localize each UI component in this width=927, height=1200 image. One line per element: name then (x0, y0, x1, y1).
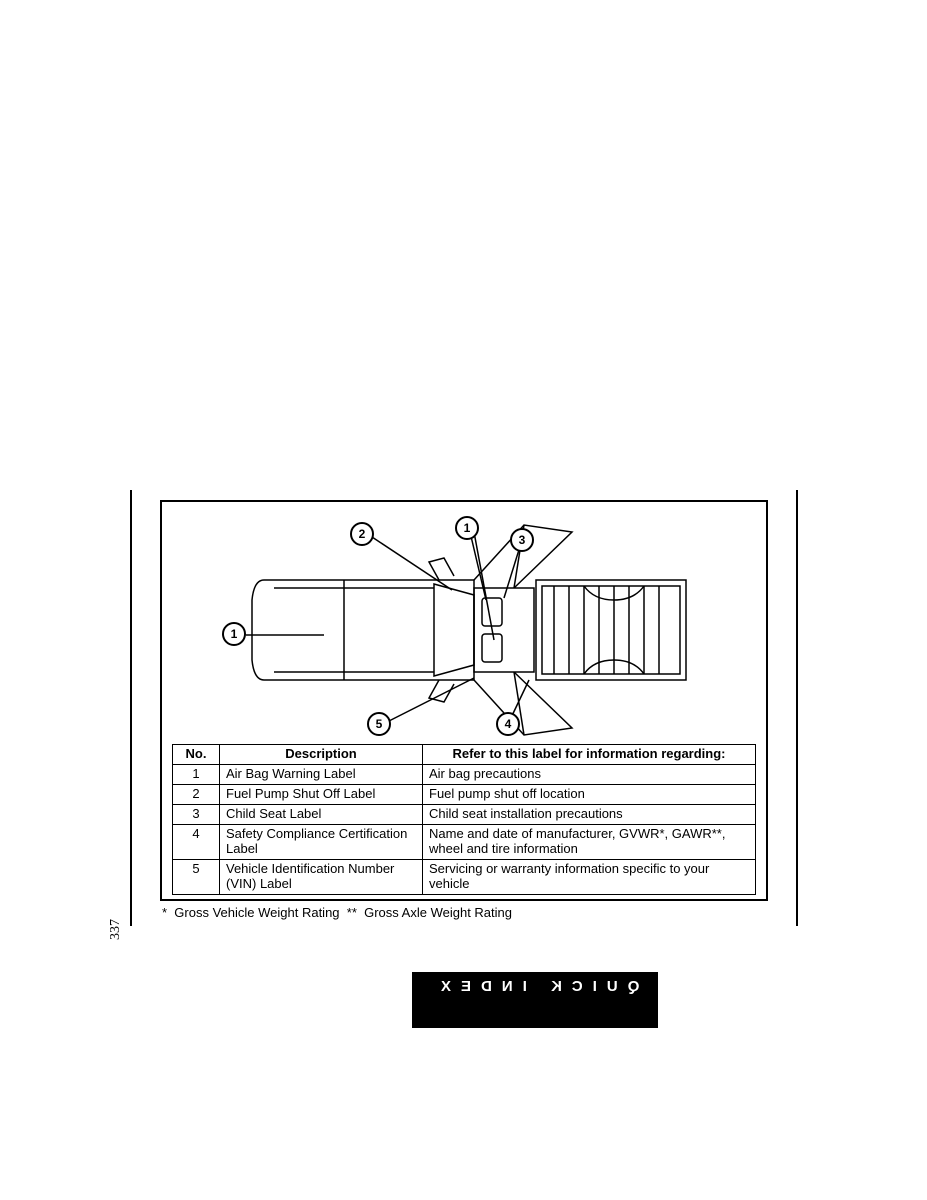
footnote-gvwr: Gross Vehicle Weight Rating (174, 905, 339, 920)
table-row: 4 Safety Compliance Certification Label … (173, 824, 756, 859)
vehicle-diagram: 1 2 1 3 5 4 (172, 510, 756, 740)
cell-no: 1 (173, 764, 220, 784)
table-row: 2 Fuel Pump Shut Off Label Fuel pump shu… (173, 784, 756, 804)
labels-table: No. Description Refer to this label for … (172, 744, 756, 895)
callout-2: 2 (350, 522, 374, 546)
cell-no: 2 (173, 784, 220, 804)
table-row: 5 Vehicle Identification Number (VIN) La… (173, 859, 756, 894)
cell-info: Child seat installation precautions (423, 804, 756, 824)
cell-info: Fuel pump shut off location (423, 784, 756, 804)
cell-no: 4 (173, 824, 220, 859)
cell-no: 3 (173, 804, 220, 824)
callout-4: 4 (496, 712, 520, 736)
col-info: Refer to this label for information rega… (423, 745, 756, 765)
col-no: No. (173, 745, 220, 765)
cell-info: Air bag precautions (423, 764, 756, 784)
cell-desc: Safety Compliance Certification Label (220, 824, 423, 859)
page-content-frame: 1 2 1 3 5 4 No. Description Refer to thi… (130, 490, 798, 926)
callout-3: 3 (510, 528, 534, 552)
cell-desc: Fuel Pump Shut Off Label (220, 784, 423, 804)
callout-5: 5 (367, 712, 391, 736)
callout-1-top: 1 (455, 516, 479, 540)
cell-desc: Vehicle Identification Number (VIN) Labe… (220, 859, 423, 894)
callout-1-left: 1 (222, 622, 246, 646)
cell-no: 5 (173, 859, 220, 894)
section-tab: QUICK INDEX (412, 972, 658, 1028)
truck-top-view-svg (172, 510, 756, 740)
cell-desc: Air Bag Warning Label (220, 764, 423, 784)
footnote-gawr: Gross Axle Weight Rating (364, 905, 512, 920)
section-tab-label: QUICK INDEX (431, 972, 639, 995)
cell-desc: Child Seat Label (220, 804, 423, 824)
figure-box: 1 2 1 3 5 4 No. Description Refer to thi… (160, 500, 768, 901)
table-row: 1 Air Bag Warning Label Air bag precauti… (173, 764, 756, 784)
table-row: 3 Child Seat Label Child seat installati… (173, 804, 756, 824)
page-number: 337 (108, 919, 124, 940)
cell-info: Name and date of manufacturer, GVWR*, GA… (423, 824, 756, 859)
cell-info: Servicing or warranty information specif… (423, 859, 756, 894)
col-desc: Description (220, 745, 423, 765)
footnotes: * Gross Vehicle Weight Rating ** Gross A… (160, 901, 768, 920)
